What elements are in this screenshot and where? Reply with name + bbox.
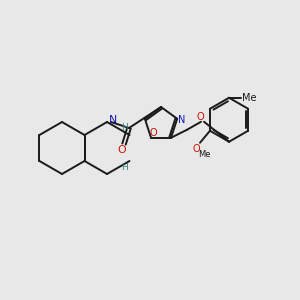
Text: O: O xyxy=(118,145,126,155)
Text: H: H xyxy=(121,124,128,133)
Text: O: O xyxy=(196,112,204,122)
Text: Me: Me xyxy=(198,150,210,159)
Text: H: H xyxy=(121,164,128,172)
Text: N: N xyxy=(178,115,185,125)
Text: N: N xyxy=(109,115,117,125)
Text: Me: Me xyxy=(242,93,256,103)
Text: O: O xyxy=(192,144,200,154)
Text: O: O xyxy=(149,128,157,138)
